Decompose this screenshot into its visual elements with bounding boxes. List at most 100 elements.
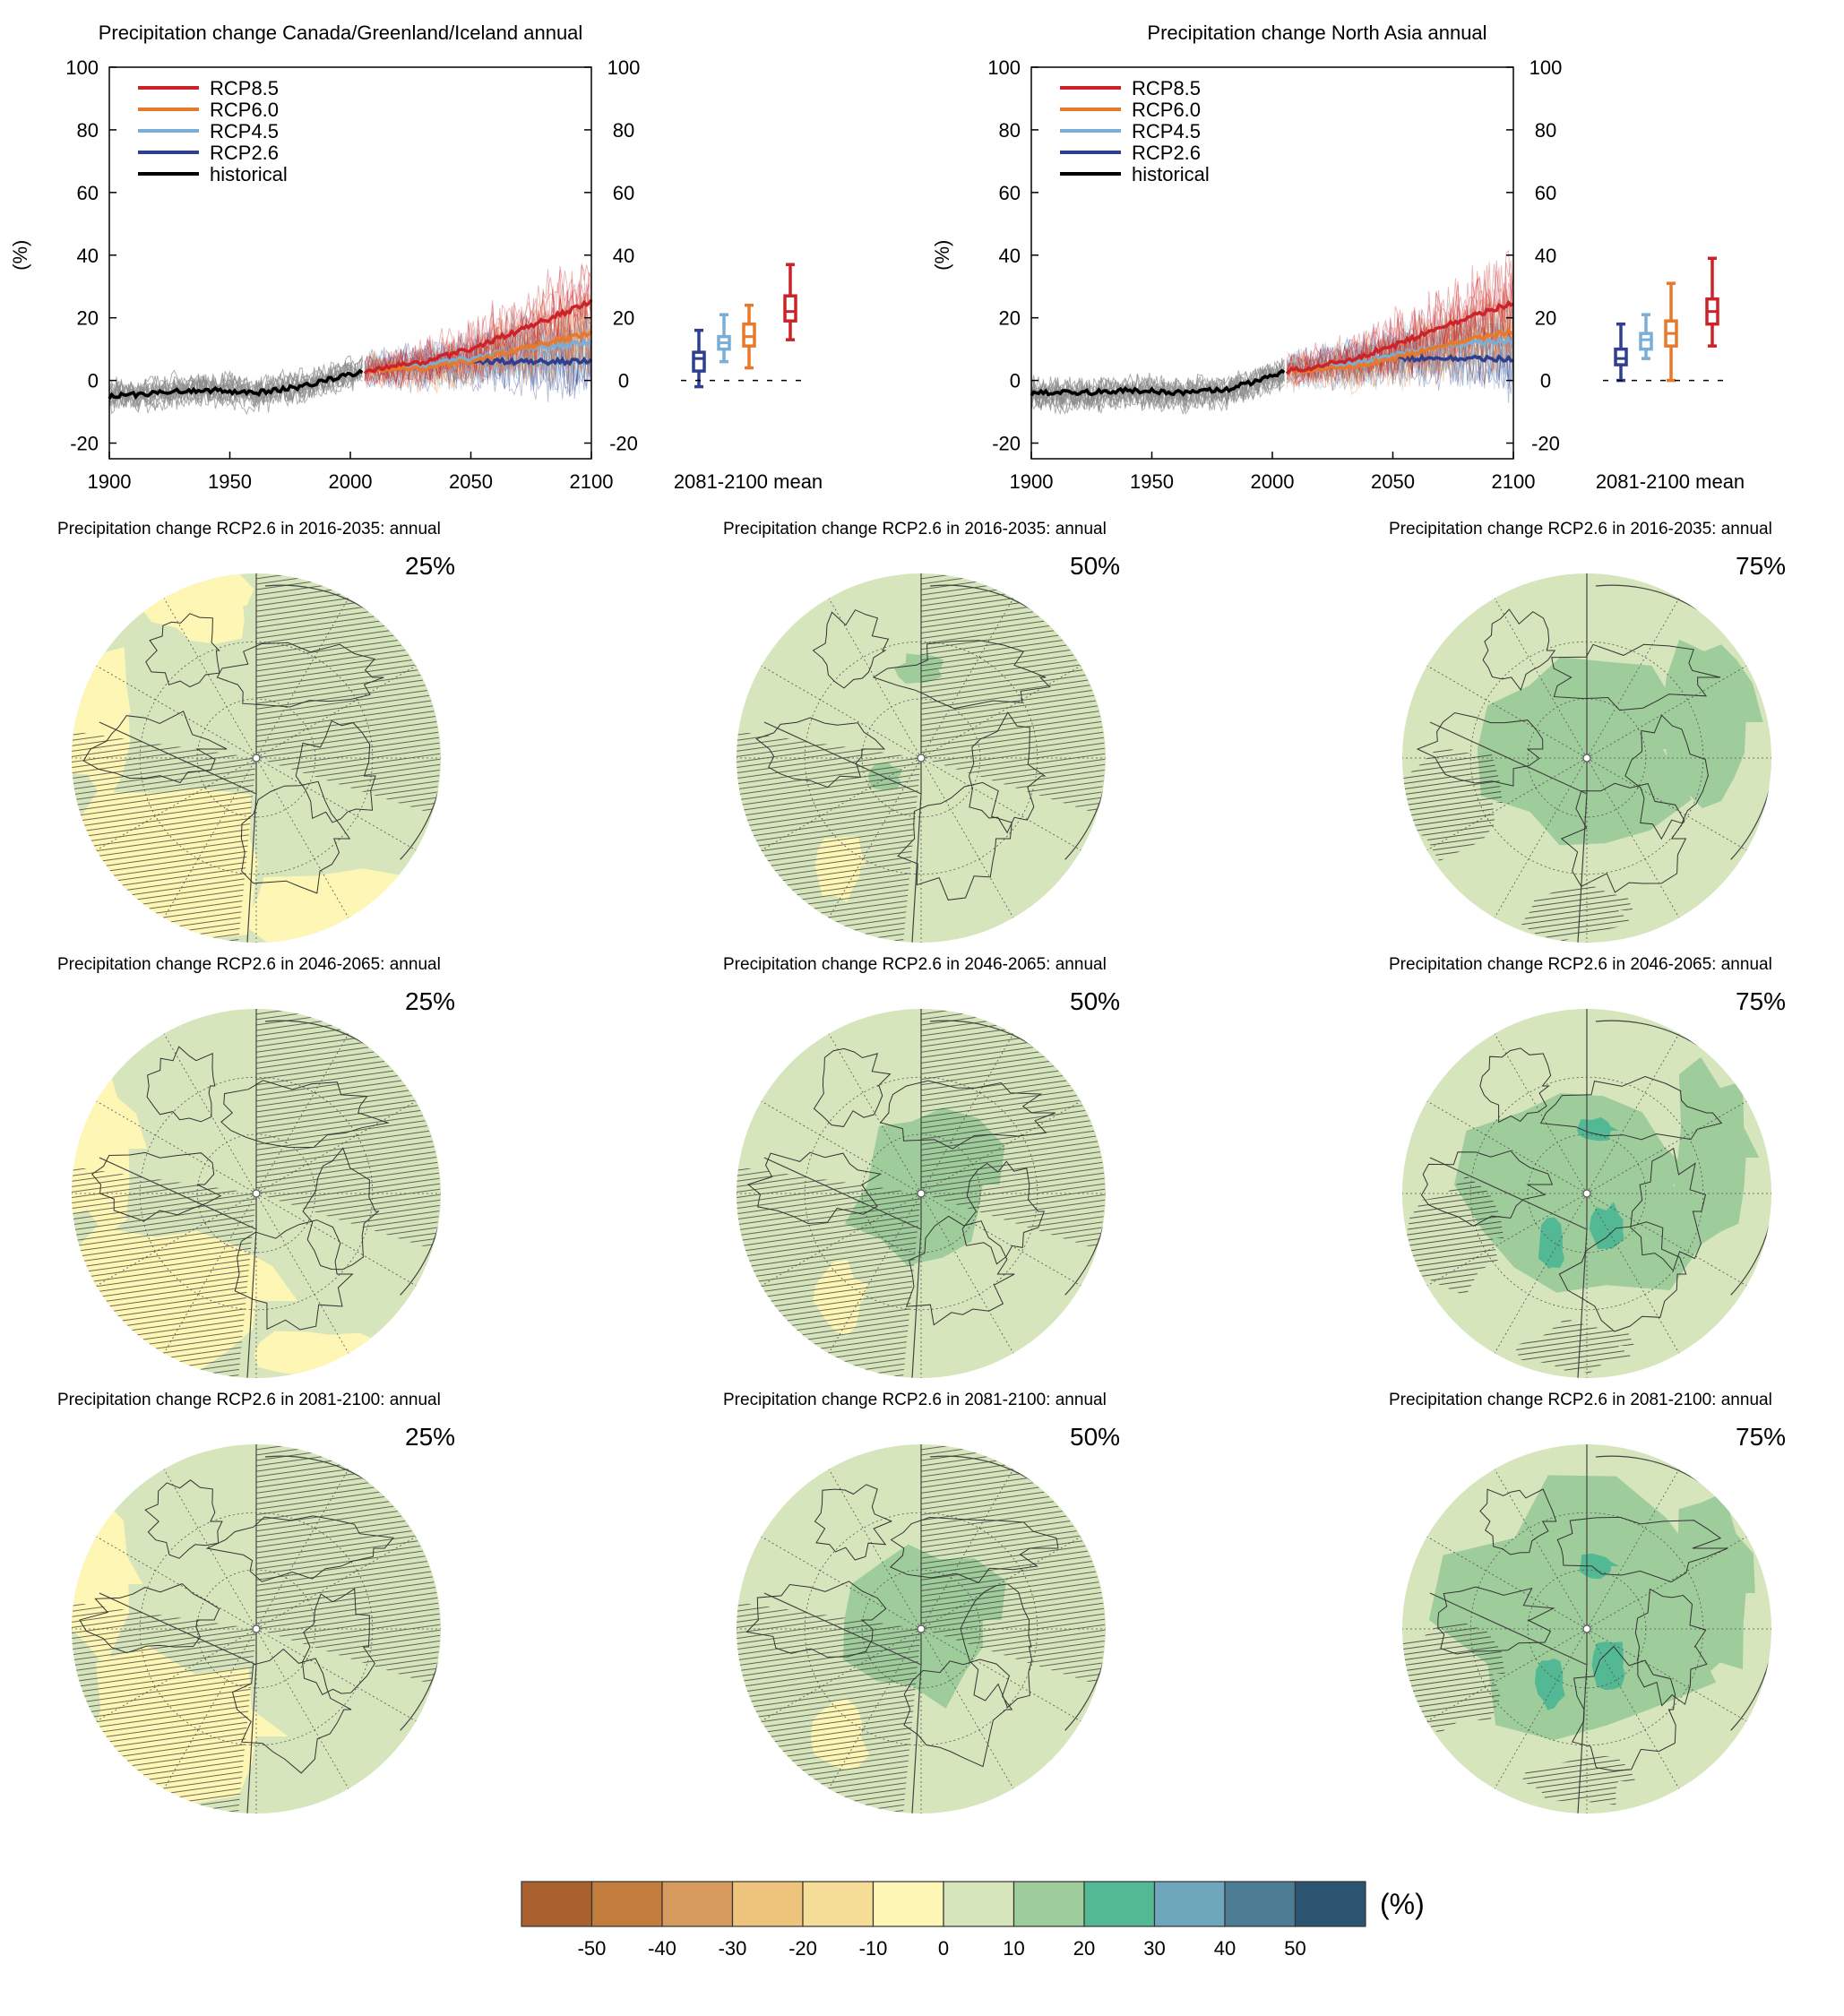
box-label: 2081-2100 mean (674, 470, 823, 493)
coastlines (79, 1479, 394, 1774)
pole-marker (252, 1624, 261, 1633)
x-tick-label: 1900 (1010, 470, 1054, 493)
colorbar-tick-label: 40 (1214, 1937, 1236, 1960)
map-title: Precipitation change RCP2.6 in 2081-2100… (723, 1391, 1107, 1409)
hatching (921, 1009, 1106, 1249)
pole-marker (917, 1189, 926, 1198)
colorbar-cell (661, 1881, 734, 1927)
y-tick-label-right: 100 (1529, 56, 1563, 79)
legend-label: RCP6.0 (210, 99, 279, 121)
percentile-label: 25% (405, 987, 456, 1015)
coastlines (90, 1046, 390, 1331)
boxplot-rcp4.5 (1639, 313, 1653, 360)
polar-map (72, 1444, 441, 1814)
x-tick-label: 1950 (208, 470, 252, 493)
hatching (737, 1602, 921, 1814)
y-tick-label-left: 60 (999, 182, 1021, 204)
colorbar-cell (802, 1881, 875, 1927)
y-tick-label-left: 60 (77, 182, 99, 204)
anomaly-region (1538, 1217, 1564, 1269)
hatching (737, 731, 921, 943)
y-tick-label-right: 100 (607, 56, 641, 79)
y-tick-label-left: 80 (999, 119, 1021, 142)
boxplot-rcp6.0 (1664, 281, 1678, 383)
colorbar-tick-label: 50 (1284, 1937, 1305, 1960)
coastlines (1437, 1488, 1728, 1771)
y-axis-label: (%) (931, 240, 953, 271)
anomaly-region (1402, 1176, 1504, 1297)
polar-map (1402, 1444, 1771, 1814)
colorbar-tick-label: -20 (788, 1937, 817, 1960)
colorbar-cell (1153, 1881, 1226, 1927)
x-tick-label: 2050 (449, 470, 493, 493)
y-tick-label-left: 100 (987, 56, 1021, 79)
hatching (72, 1167, 256, 1378)
anomaly-region (1428, 1475, 1717, 1741)
x-tick-label: 2100 (1492, 470, 1536, 493)
y-tick-label-right: 60 (613, 182, 634, 204)
legend-label: RCP4.5 (1132, 120, 1201, 142)
percentile-label: 75% (1736, 1423, 1787, 1451)
anomaly-region (1521, 1754, 1636, 1805)
x-tick-label: 2050 (1371, 470, 1415, 493)
map-title: Precipitation change RCP2.6 in 2046-2065… (57, 955, 441, 974)
percentile-label: 50% (1070, 1423, 1121, 1451)
percentile-label: 50% (1070, 552, 1121, 580)
percentile-label: 25% (405, 552, 456, 580)
map-title: Precipitation change RCP2.6 in 2046-2065… (723, 955, 1107, 974)
colorbar-cell (731, 1881, 804, 1927)
y-tick-label-left: 80 (77, 119, 99, 142)
colorbar-tick-label: 30 (1143, 1937, 1165, 1960)
boxplot-rcp2.6 (1614, 322, 1628, 383)
pole-marker (252, 754, 261, 762)
y-tick-label-left: 0 (88, 370, 99, 392)
mean-line-historical (1030, 368, 1286, 397)
polar-map (1402, 1009, 1771, 1378)
anomaly-region (1521, 884, 1633, 942)
y-tick-label-right: 40 (1535, 245, 1556, 267)
polar-map (737, 1009, 1106, 1378)
colorbar-tick-label: -50 (578, 1937, 607, 1960)
colorbar-tick-label: -40 (648, 1937, 676, 1960)
box-label: 2081-2100 mean (1596, 470, 1745, 493)
boxplot-rcp6.0 (742, 303, 756, 370)
coastlines (1420, 1047, 1723, 1332)
mean-lines (108, 298, 593, 400)
map-title: Precipitation change RCP2.6 in 2016-2035… (57, 520, 441, 538)
map-title: Precipitation change RCP2.6 in 2081-2100… (57, 1391, 441, 1409)
colorbar-tick-label: -30 (719, 1937, 747, 1960)
colorbar-cell (943, 1881, 1015, 1927)
polar-map (737, 573, 1106, 943)
hatching (921, 1444, 1106, 1684)
y-tick-label-right: 0 (618, 370, 629, 392)
polar-map (737, 1444, 1106, 1814)
legend-label: RCP6.0 (1132, 99, 1201, 121)
legend-label: RCP8.5 (1132, 77, 1201, 99)
colorbar-cell (1224, 1881, 1297, 1927)
coastlines (755, 609, 1051, 900)
legend-label: historical (1132, 163, 1210, 185)
mean-line-rcp8.5 (1285, 299, 1514, 375)
hatching (737, 1167, 921, 1378)
colorbar-tick-label: -10 (859, 1937, 888, 1960)
y-tick-label-right: 80 (1535, 119, 1556, 142)
y-tick-label-left: 40 (999, 245, 1021, 267)
hatching (921, 573, 1106, 814)
colorbar-cell (872, 1881, 944, 1927)
anomaly-region (1579, 1553, 1620, 1580)
boxplot-rcp8.5 (783, 263, 797, 341)
hatching (256, 573, 441, 814)
percentile-label: 25% (405, 1423, 456, 1451)
coastlines (82, 613, 384, 894)
timeseries-chart-north-asia: -20 -20 0 0 20 20 40 40 60 60 80 80 100 100 1900 1950 20… (931, 56, 1745, 493)
colorbar-cell (1083, 1881, 1156, 1927)
x-tick-label: 2100 (570, 470, 614, 493)
map-title: Precipitation change RCP2.6 in 2016-2035… (1389, 520, 1772, 538)
pole-marker (917, 754, 926, 762)
y-tick-label-right: 20 (1535, 307, 1556, 330)
polar-map (1402, 573, 1771, 943)
hatching (256, 1009, 441, 1249)
anomaly-region (1577, 1116, 1619, 1142)
hatching (72, 1602, 256, 1814)
timeseries-chart-canada: -20 -20 0 0 20 20 40 40 60 60 80 80 100 100 1900 1950 20… (9, 56, 823, 493)
